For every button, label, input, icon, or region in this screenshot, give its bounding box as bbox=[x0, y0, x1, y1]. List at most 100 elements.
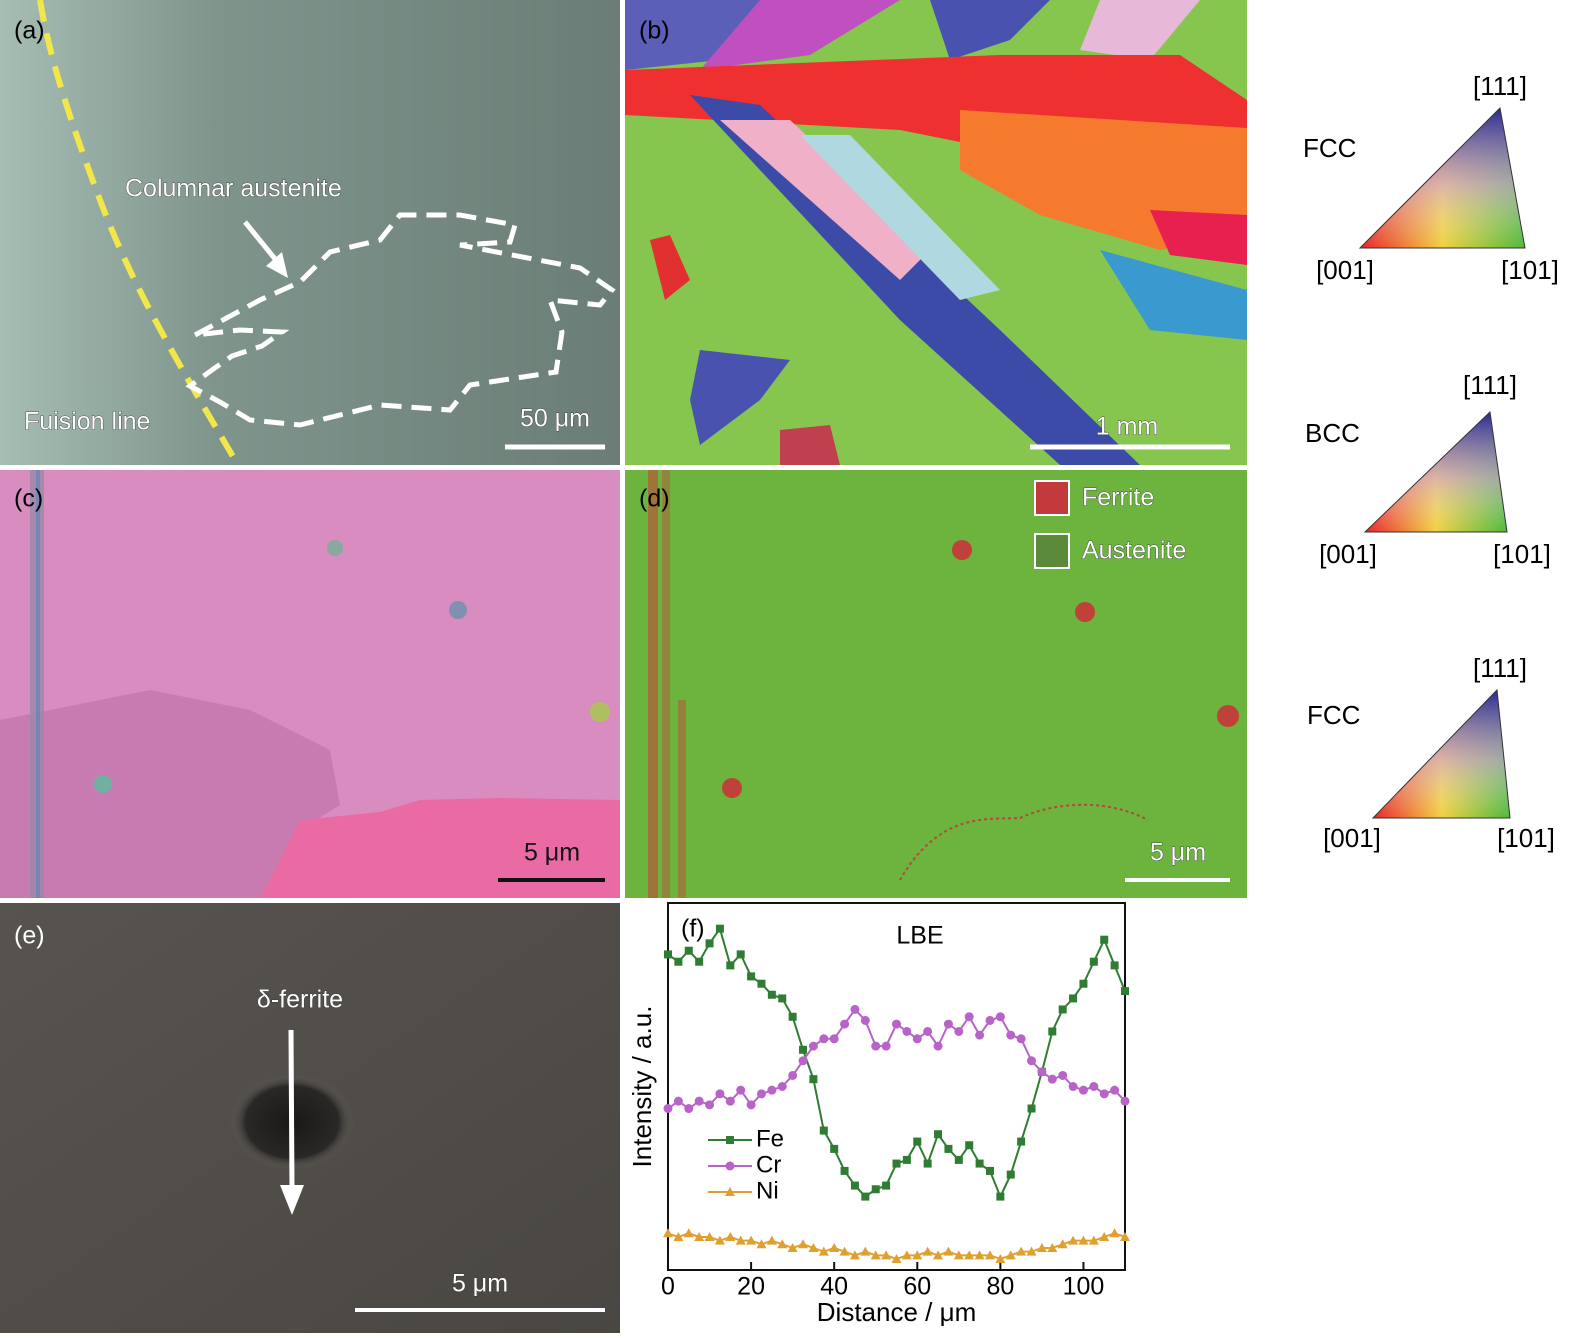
marker bbox=[996, 1192, 1005, 1201]
marker bbox=[736, 1085, 746, 1095]
marker bbox=[840, 1019, 850, 1029]
marker bbox=[694, 1096, 704, 1106]
marker bbox=[1068, 1082, 1078, 1091]
legend-label: Ferrite bbox=[1082, 484, 1154, 512]
panel-label: (b) bbox=[639, 17, 670, 45]
marker bbox=[830, 1144, 839, 1153]
marker bbox=[870, 1250, 881, 1260]
annotation: δ-ferrite bbox=[257, 986, 343, 1014]
marker bbox=[747, 972, 756, 981]
panel-b: (b) 1 mm bbox=[625, 0, 1247, 465]
marker bbox=[850, 1181, 859, 1190]
marker bbox=[1005, 1250, 1016, 1260]
marker bbox=[736, 950, 745, 959]
marker bbox=[912, 1034, 922, 1044]
marker bbox=[882, 1181, 891, 1190]
marker bbox=[1026, 1246, 1037, 1256]
marker bbox=[839, 1246, 850, 1256]
marker bbox=[683, 1228, 694, 1238]
marker bbox=[756, 1239, 767, 1249]
panel-label: (e) bbox=[14, 922, 45, 950]
annotation: Fuision line bbox=[24, 408, 150, 436]
marker bbox=[923, 1026, 933, 1036]
marker bbox=[1089, 957, 1098, 966]
marker bbox=[808, 1041, 818, 1051]
marker bbox=[943, 1019, 953, 1029]
marker bbox=[819, 1034, 829, 1044]
marker bbox=[674, 957, 683, 966]
scale-bar-label: 50 μm bbox=[520, 405, 590, 433]
marker bbox=[695, 957, 704, 966]
marker bbox=[788, 1012, 797, 1021]
marker bbox=[705, 1100, 715, 1110]
marker bbox=[756, 1089, 766, 1099]
x-tick-label: 0 bbox=[661, 1273, 675, 1301]
marker bbox=[787, 1242, 798, 1252]
marker bbox=[975, 1159, 984, 1168]
arrow-head bbox=[280, 1185, 304, 1215]
marker bbox=[1027, 1104, 1036, 1113]
marker bbox=[953, 1250, 964, 1260]
marker bbox=[704, 1231, 715, 1241]
ipf-triangle-overlay bbox=[1363, 410, 1508, 533]
marker bbox=[964, 1250, 975, 1260]
marker bbox=[861, 1192, 870, 1201]
x-tick-label: 20 bbox=[737, 1273, 765, 1301]
plot-frame bbox=[667, 902, 1126, 1271]
marker bbox=[1078, 1235, 1089, 1245]
marker bbox=[663, 1104, 673, 1114]
marker bbox=[1036, 1242, 1047, 1252]
ipf-corner-label: [001] bbox=[1316, 255, 1374, 285]
marker bbox=[1100, 935, 1109, 944]
marker bbox=[673, 1231, 684, 1241]
ipf-corner-label: [101] bbox=[1497, 823, 1555, 853]
marker bbox=[808, 1242, 819, 1252]
micrograph bbox=[0, 0, 620, 465]
marker bbox=[766, 1235, 777, 1245]
marker bbox=[974, 1250, 985, 1260]
marker bbox=[725, 1231, 736, 1241]
marker bbox=[1089, 1082, 1099, 1091]
marker bbox=[788, 1070, 798, 1080]
marker bbox=[975, 1030, 985, 1040]
marker bbox=[965, 1141, 974, 1150]
ipf-triangle-overlay bbox=[1358, 106, 1526, 249]
marker bbox=[829, 1242, 840, 1252]
marker bbox=[829, 1034, 839, 1044]
marker bbox=[964, 1012, 974, 1022]
marker bbox=[1048, 1027, 1057, 1036]
marker bbox=[1016, 1034, 1026, 1044]
marker bbox=[1069, 994, 1078, 1003]
panel-d: (d) Ferrite Austenite 5 μm bbox=[625, 470, 1247, 898]
marker bbox=[1017, 1137, 1026, 1146]
marker bbox=[799, 1045, 808, 1054]
marker bbox=[1047, 1074, 1057, 1084]
austenite-outline bbox=[185, 212, 616, 428]
marker bbox=[746, 1100, 756, 1110]
panel-label: (c) bbox=[14, 485, 43, 513]
marker bbox=[1068, 1235, 1079, 1245]
legend-label: Cr bbox=[756, 1151, 781, 1178]
ipf-corner-label: [101] bbox=[1493, 539, 1551, 569]
marker bbox=[1006, 1030, 1016, 1040]
panel-label: (a) bbox=[14, 17, 45, 45]
marker bbox=[1110, 961, 1119, 970]
panel-label: (f) bbox=[681, 915, 705, 943]
marker bbox=[809, 1075, 818, 1084]
marker bbox=[1079, 979, 1088, 988]
legend-label: Austenite bbox=[1082, 537, 1186, 565]
marker bbox=[944, 1144, 953, 1153]
scale-bar-label: 5 μm bbox=[1150, 839, 1206, 867]
legend-label: Fe bbox=[756, 1125, 784, 1152]
marker bbox=[1110, 1085, 1120, 1095]
arrow bbox=[243, 220, 282, 267]
marker bbox=[715, 1089, 725, 1099]
marker bbox=[798, 1056, 808, 1066]
marker bbox=[922, 1246, 933, 1256]
panel-label: (d) bbox=[639, 485, 670, 513]
annotation: Columnar austenite bbox=[125, 175, 342, 203]
marker bbox=[1006, 1170, 1015, 1179]
marker bbox=[684, 946, 693, 955]
marker bbox=[860, 1246, 871, 1256]
marker bbox=[871, 1185, 880, 1194]
